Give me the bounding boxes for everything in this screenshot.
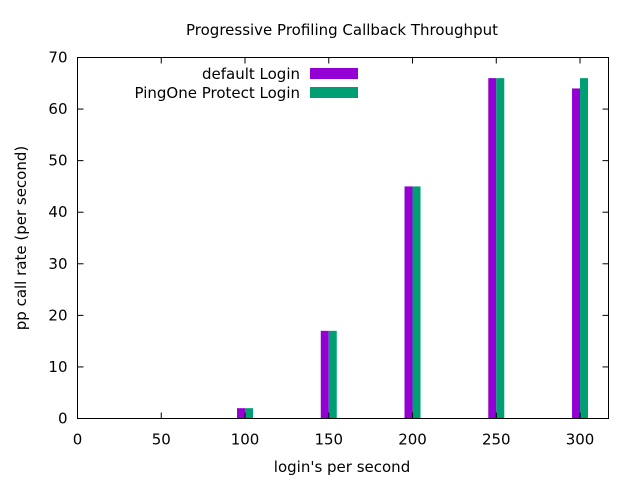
legend-label-1: default Login bbox=[202, 65, 300, 83]
x-tick-label: 150 bbox=[314, 431, 343, 449]
x-tick-label: 100 bbox=[231, 431, 260, 449]
bar-1-250 bbox=[488, 78, 497, 419]
y-tick-label: 60 bbox=[48, 100, 67, 118]
y-tick-label: 10 bbox=[48, 358, 67, 376]
legend-swatch-2 bbox=[310, 87, 358, 98]
y-tick-label: 30 bbox=[48, 255, 67, 273]
chart-title: Progressive Profiling Callback Throughpu… bbox=[186, 21, 498, 39]
legend-swatch-1 bbox=[310, 68, 358, 79]
bars-group bbox=[237, 78, 589, 419]
legend-label-2: PingOne Protect Login bbox=[135, 84, 301, 102]
bar-1-200 bbox=[404, 186, 413, 419]
y-tick-label: 20 bbox=[48, 306, 67, 324]
bar-1-300 bbox=[572, 88, 581, 419]
x-tick-label: 250 bbox=[482, 431, 511, 449]
x-tick-label: 0 bbox=[73, 431, 83, 449]
y-axis-label: pp call rate (per second) bbox=[12, 146, 30, 330]
bar-2-250 bbox=[496, 78, 505, 419]
ticks-group: 0 10 20 30 40 50 60 70 0 50 100 150 200 250 300 bbox=[48, 49, 609, 449]
bar-1-150 bbox=[320, 330, 329, 419]
x-axis-label: login's per second bbox=[274, 458, 410, 476]
y-tick-label: 50 bbox=[48, 152, 67, 170]
bar-2-300 bbox=[580, 78, 589, 419]
bar-1-100 bbox=[237, 408, 246, 419]
x-tick-label: 200 bbox=[398, 431, 427, 449]
bar-2-200 bbox=[412, 186, 421, 419]
y-tick-label: 0 bbox=[58, 410, 68, 428]
bar-2-150 bbox=[328, 330, 337, 419]
y-tick-label: 70 bbox=[48, 49, 67, 67]
x-tick-label: 50 bbox=[152, 431, 171, 449]
bar-2-100 bbox=[245, 408, 254, 419]
x-tick-label: 300 bbox=[566, 431, 595, 449]
y-tick-label: 40 bbox=[48, 203, 67, 221]
plot-frame bbox=[77, 57, 609, 419]
